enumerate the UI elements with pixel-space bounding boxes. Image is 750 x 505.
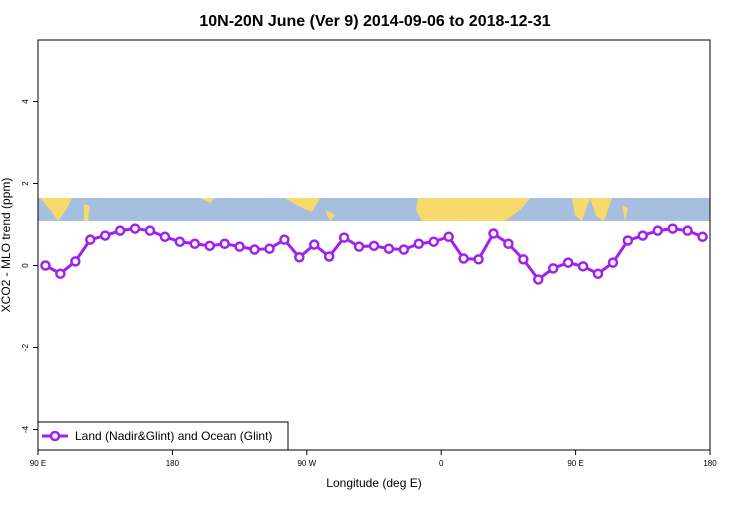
data-point [518, 254, 529, 265]
legend-box [37, 421, 289, 451]
chart-title: 10N-20N June (Ver 9) 2014-09-06 to 2018-… [199, 13, 550, 30]
data-point [294, 252, 305, 263]
data-point [204, 240, 215, 252]
data-point [607, 257, 619, 268]
x-tick-label: 90 E [30, 459, 46, 468]
data-point [592, 268, 604, 279]
data-point [264, 243, 275, 254]
data-point [458, 253, 469, 264]
data-point [562, 257, 574, 268]
x-tick-label: 90 E [567, 459, 583, 468]
data-point [443, 231, 454, 243]
plot-frame [37, 39, 711, 451]
y-tick-label: -4 [21, 425, 30, 433]
data-point [55, 268, 66, 279]
y-tick-label: 2 [21, 181, 30, 186]
data-point [667, 223, 678, 234]
x-tick-label: 90 W [297, 459, 316, 468]
data-point [219, 238, 230, 250]
data-point [279, 234, 290, 245]
map-strip [38, 198, 710, 221]
data-line [44, 227, 704, 282]
data-point [114, 225, 126, 236]
data-point [309, 239, 320, 250]
data-point [652, 225, 663, 236]
data-point [383, 243, 395, 254]
data-point [368, 240, 380, 252]
y-tick-label: -2 [21, 343, 30, 351]
data-point [353, 241, 365, 252]
legend-marker [49, 430, 61, 442]
data-point [398, 244, 410, 255]
y-axis-label: XCO2 - MLO trend (ppm) [0, 178, 13, 313]
data-point [637, 230, 649, 241]
data-point [697, 231, 708, 243]
data-point [70, 256, 81, 267]
data-point [413, 238, 425, 250]
legend-label: Land (Nadir&Glint) and Ocean (Glint) [75, 429, 272, 443]
data-point [577, 261, 589, 272]
data-point [547, 263, 559, 274]
data-point [428, 236, 439, 247]
data-point [622, 235, 634, 246]
data-point [338, 232, 350, 243]
data-point [533, 274, 544, 285]
data-point [174, 236, 186, 247]
x-tick-label: 0 [439, 459, 444, 468]
data-point [85, 234, 96, 245]
data-point [473, 254, 484, 265]
y-tick-label: 4 [21, 99, 30, 104]
data-point [503, 238, 514, 250]
data-point [682, 225, 693, 236]
data-point [129, 223, 141, 234]
data-point [488, 228, 499, 239]
x-tick-label: 180 [166, 459, 180, 468]
data-point [234, 241, 245, 252]
data-point [144, 225, 156, 236]
y-tick-label: 0 [21, 263, 30, 268]
data-point [40, 260, 51, 271]
data-point [323, 251, 335, 262]
x-axis-label: Longitude (deg E) [326, 476, 421, 490]
data-point [189, 238, 201, 250]
data-point [99, 230, 111, 241]
data-point [249, 244, 260, 255]
data-point [159, 231, 171, 243]
x-tick-label: 180 [703, 459, 717, 468]
